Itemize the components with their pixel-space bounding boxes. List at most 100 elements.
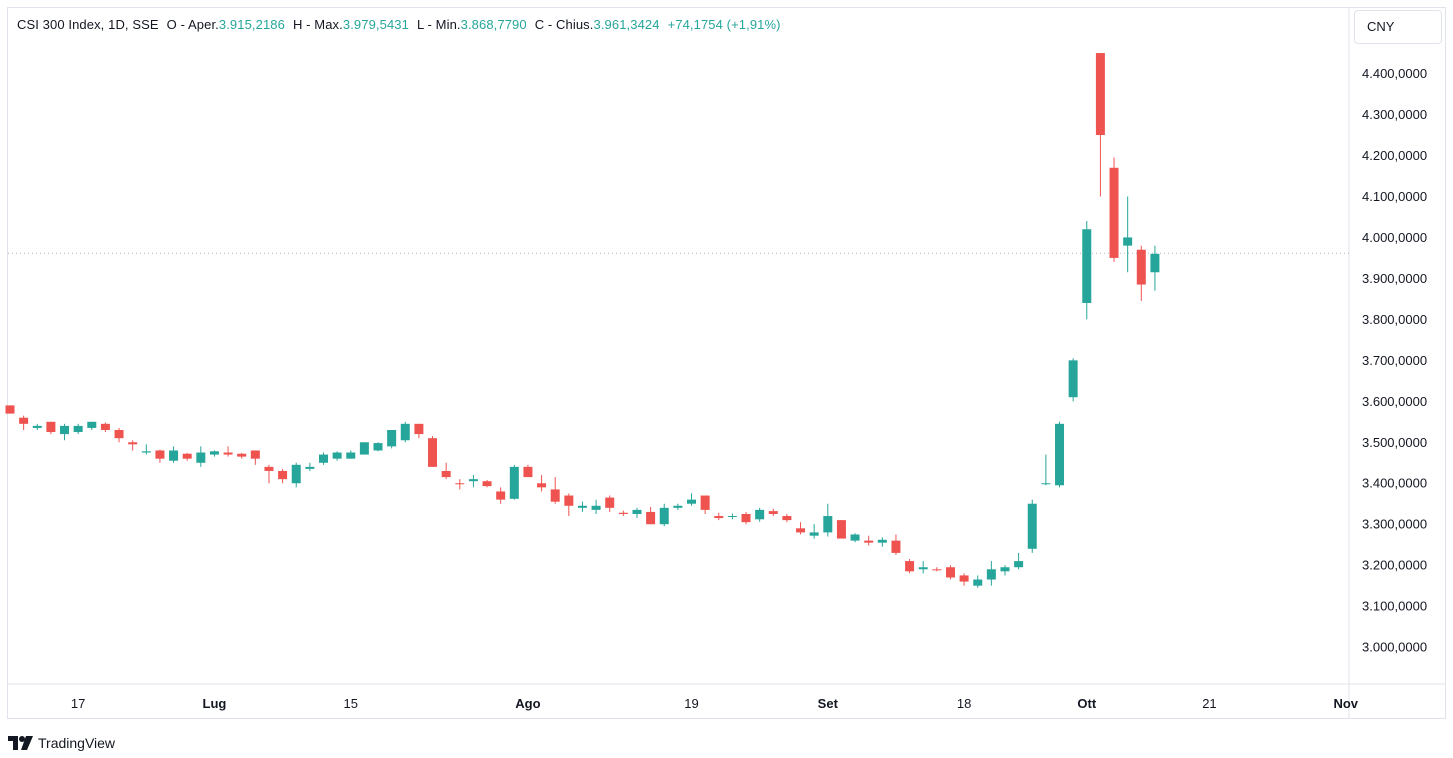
candle-body	[237, 453, 247, 457]
candle-body	[537, 483, 547, 488]
candle	[318, 452, 328, 465]
candle	[182, 452, 192, 461]
price-tick-label: 4.100,0000	[1362, 189, 1427, 204]
candle-body	[714, 516, 724, 519]
chart-frame	[7, 7, 1446, 719]
price-tick-label: 3.900,0000	[1362, 271, 1427, 286]
candle	[714, 512, 724, 521]
candle	[332, 451, 342, 461]
candle-body	[1150, 253, 1160, 273]
open-value: 3.915,2186	[218, 17, 285, 32]
candle-body	[782, 516, 792, 521]
candle	[564, 493, 574, 517]
candle	[1055, 421, 1065, 488]
candle-body	[836, 520, 846, 539]
candle	[196, 446, 206, 467]
candle	[918, 561, 928, 574]
candle-body	[850, 534, 860, 541]
candle	[537, 475, 547, 492]
candle-body	[700, 495, 710, 510]
candle	[755, 507, 765, 522]
candle	[496, 487, 506, 504]
candle-body	[291, 464, 301, 484]
chart-grid	[8, 8, 1446, 718]
candle-body	[877, 539, 887, 543]
candle	[19, 415, 29, 430]
candle	[659, 503, 669, 527]
candle-body	[918, 567, 928, 570]
candle-body	[687, 499, 696, 504]
candle-body	[223, 452, 233, 455]
time-tick-label: 15	[344, 696, 358, 711]
candle	[373, 442, 383, 452]
candle-body	[400, 423, 410, 441]
candle-body	[1109, 167, 1119, 258]
candle-body	[1082, 229, 1092, 303]
candle	[359, 442, 369, 455]
candle	[414, 423, 424, 439]
price-tick-label: 3.600,0000	[1362, 394, 1427, 409]
candle-body	[1000, 567, 1010, 572]
candle-body	[100, 423, 110, 430]
candle-body	[986, 569, 996, 580]
candle	[141, 444, 151, 455]
candle-body	[1136, 249, 1146, 285]
candle	[796, 522, 806, 535]
currency-button[interactable]: CNY	[1354, 10, 1442, 44]
candle	[250, 450, 260, 465]
candle-body	[264, 466, 274, 471]
candle	[823, 503, 833, 537]
candle	[700, 495, 710, 514]
candle	[400, 421, 410, 443]
candle	[741, 511, 751, 525]
close-label: C - Chius.	[534, 17, 594, 32]
candle-body	[591, 505, 601, 510]
candle-body	[618, 512, 628, 514]
time-axis[interactable]: 17 Lug 15 Ago 19 Set 18 Ott 21 Nov	[71, 696, 1359, 711]
candle-body	[741, 513, 751, 523]
candle-body	[1014, 561, 1024, 568]
price-axis[interactable]: 3.000,0000 3.100,0000 3.200,0000 3.300,0000…	[1362, 25, 1427, 655]
candle	[632, 507, 642, 519]
candle	[346, 450, 356, 459]
candle	[523, 464, 533, 478]
candle-body	[87, 421, 97, 428]
candle-body	[1123, 237, 1133, 246]
candle-body	[128, 442, 138, 445]
candle-body	[19, 417, 29, 424]
time-tick-label: 21	[1202, 696, 1216, 711]
candle-body	[46, 421, 56, 433]
time-tick-label: Ott	[1077, 696, 1096, 711]
candle	[305, 462, 315, 471]
candle-body	[864, 540, 874, 543]
candle-body	[387, 429, 397, 447]
candle-body	[141, 451, 151, 453]
candle	[114, 427, 124, 443]
candle	[768, 508, 778, 517]
time-tick-label: 18	[957, 696, 971, 711]
candle-body	[891, 540, 901, 553]
symbol-title[interactable]: CSI 300 Index, 1D, SSE	[17, 17, 159, 32]
price-tick-label: 3.300,0000	[1362, 517, 1427, 532]
candle	[782, 513, 792, 523]
candle-body	[332, 452, 342, 459]
time-tick-label: Nov	[1333, 696, 1358, 711]
candle-body	[428, 438, 438, 467]
time-tick-label: Ago	[515, 696, 540, 711]
candle-body	[441, 470, 451, 478]
low-label: L - Min.	[416, 17, 461, 32]
candle-body	[932, 569, 942, 571]
candle	[169, 446, 179, 463]
high-value: 3.979,5431	[342, 17, 409, 32]
candle	[973, 575, 983, 588]
candle	[1150, 245, 1160, 291]
candle-body	[496, 491, 506, 500]
candle	[727, 513, 737, 520]
tradingview-brand[interactable]: TradingView	[8, 732, 115, 754]
candle	[836, 520, 846, 539]
candle	[877, 537, 887, 547]
candle-body	[1041, 483, 1051, 485]
low-value: 3.868,7790	[460, 17, 527, 32]
candle	[87, 421, 97, 430]
